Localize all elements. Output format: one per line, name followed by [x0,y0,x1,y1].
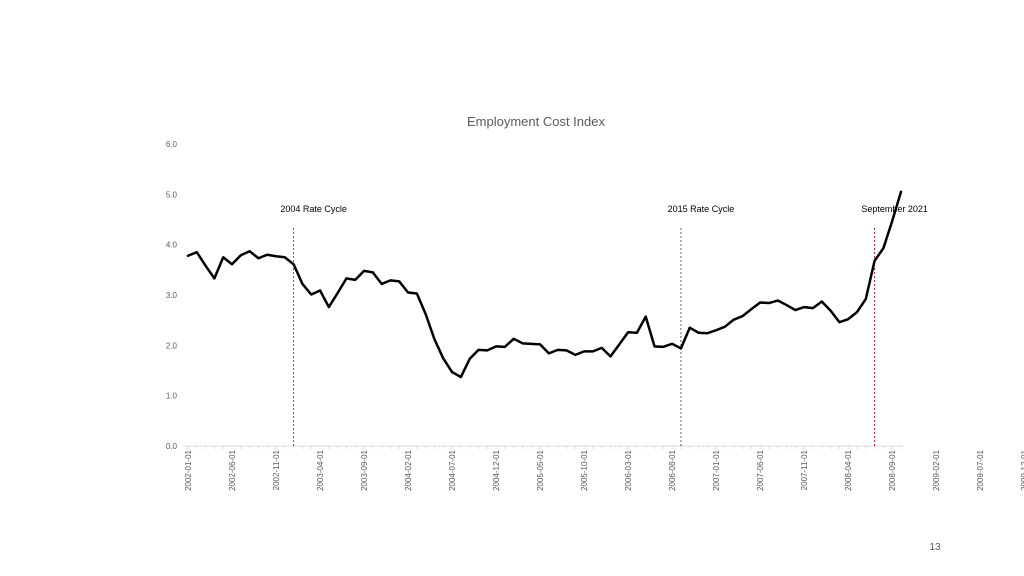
x-tick-label: 2006-08-01 [668,449,677,490]
x-axis: 2002-01-01 2002-06-01 2002-11-01 2003-04-01… [184,446,1024,491]
annotation-label: 2004 Rate Cycle [280,204,347,214]
x-tick-label: 2009-02-01 [932,449,941,490]
x-tick-label: 2003-04-01 [316,449,325,490]
x-tick-label: 2009-07-01 [976,449,985,490]
chart-title: Employment Cost Index [467,114,606,129]
page-number: 13 [929,542,941,553]
y-tick-label: 2.0 [166,341,178,350]
x-tick-label: 2006-03-01 [624,449,633,490]
x-tick-label: 2002-01-01 [184,449,193,490]
y-tick-label: 5.0 [166,190,178,199]
annotation-label: 2015 Rate Cycle [668,204,735,214]
y-tick-label: 4.0 [166,241,178,250]
x-tick-label: 2002-11-01 [272,449,281,490]
y-tick-label: 0.0 [166,442,178,451]
x-tick-label: 2004-07-01 [448,449,457,490]
y-axis: 0.0 1.0 2.0 3.0 4.0 5.0 6.0 [166,140,178,451]
x-tick-label: 2007-01-01 [712,449,721,490]
rate-cycle-annotations: 2004 Rate Cycle 2015 Rate Cycle September … [280,204,928,446]
y-tick-label: 6.0 [166,140,178,149]
x-tick-label: 2004-12-01 [492,449,501,490]
y-tick-label: 3.0 [166,291,178,300]
x-tick-label: 2009-12-01 [1020,449,1024,490]
x-tick-label: 2008-09-01 [888,449,897,490]
x-tick-label: 2005-10-01 [580,449,589,490]
x-tick-label: 2002-06-01 [228,449,237,490]
y-tick-label: 1.0 [166,392,178,401]
x-tick-label: 2005-05-01 [536,449,545,490]
x-tick-label: 2007-06-01 [756,449,765,490]
x-tick-label: 2008-04-01 [844,449,853,490]
x-tick-label: 2007-11-01 [800,449,809,490]
series-line [186,190,903,379]
x-tick-label: 2004-02-01 [404,449,413,490]
x-tick-label: 2003-09-01 [360,449,369,490]
